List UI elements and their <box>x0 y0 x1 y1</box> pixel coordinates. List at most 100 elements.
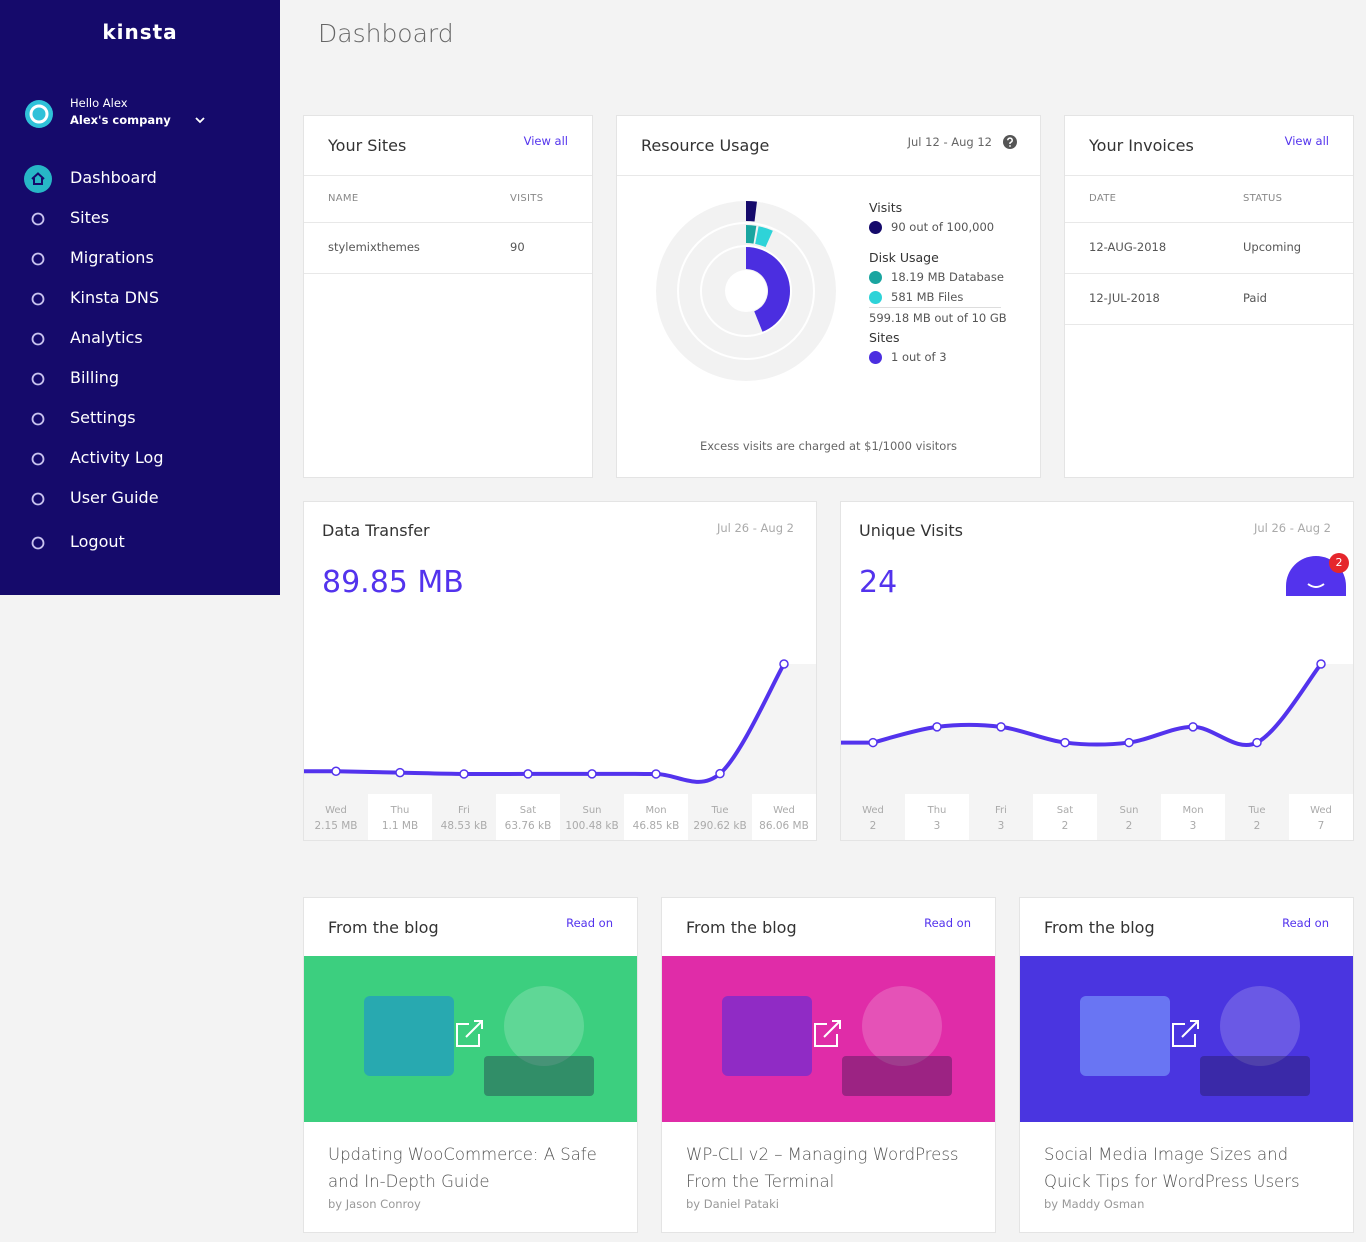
invoice-date: 12-AUG-2018 <box>1089 240 1167 254</box>
blog-title[interactable]: WP-CLI v2 – Managing WordPress From the … <box>686 1145 959 1191</box>
site-name[interactable]: stylemixthemes <box>328 240 420 254</box>
day-label: Sat <box>520 805 536 816</box>
nav-item[interactable]: Migrations <box>70 248 154 267</box>
icon-glyph <box>31 252 45 266</box>
help-icon[interactable] <box>1003 135 1017 149</box>
chart-title: Data Transfer <box>322 521 430 540</box>
day-cell <box>905 794 969 840</box>
day-cell <box>1161 794 1225 840</box>
image-shape <box>484 1056 594 1096</box>
resource-card: Resource Usage Jul 12 - Aug 12 Visits 90 … <box>616 115 1041 478</box>
day-label: Wed <box>325 805 347 816</box>
point <box>523 769 533 779</box>
chat-badge: 2 <box>1329 553 1349 573</box>
blog-card[interactable]: From the blog Read on Social Media Image S… <box>1019 897 1354 1233</box>
nav-item[interactable]: Analytics <box>70 328 143 347</box>
view-all[interactable]: View all <box>523 134 568 148</box>
icon-bg <box>24 165 52 193</box>
point <box>1316 659 1326 669</box>
company[interactable]: Alex's company <box>70 113 171 127</box>
icon-glyph <box>31 292 45 306</box>
day-cell <box>1289 794 1353 840</box>
blog-title[interactable]: Updating WooCommerce: A Safe and In-Dept… <box>328 1145 597 1191</box>
point <box>587 769 597 779</box>
chart-date-range: Jul 26 - Aug 2 <box>716 521 794 535</box>
nav-icon <box>31 492 45 506</box>
nav-item[interactable]: Activity Log <box>70 448 164 467</box>
day-label: Fri <box>995 805 1007 816</box>
note: Excess visits are charged at $1/1000 vis… <box>699 439 958 453</box>
column-header: NAME <box>328 193 359 204</box>
day-value: 2 <box>1062 820 1069 832</box>
column-header: DATE <box>1089 193 1117 204</box>
nav-item[interactable]: User Guide <box>70 488 159 507</box>
nav-item[interactable]: Dashboard <box>70 168 157 187</box>
blog-author: by Jason Conroy <box>328 1197 421 1211</box>
image-shape <box>1220 986 1300 1066</box>
nav-item[interactable]: Logout <box>70 532 125 551</box>
point <box>651 769 661 779</box>
avatar[interactable] <box>24 99 54 129</box>
blog-title[interactable]: Social Media Image Sizes and Quick Tips … <box>1044 1145 1300 1191</box>
day-label: Thu <box>927 805 947 816</box>
nav-item[interactable]: Kinsta DNS <box>70 288 160 307</box>
read-on[interactable]: Read on <box>566 916 613 930</box>
day-label: Wed <box>1310 805 1332 816</box>
invoice-status: Paid <box>1243 291 1267 305</box>
line-chart: Wed 2 Thu 3 Fri 3 Sat 2 Sun 2 Mon 3 Tue 2 Wed 7 <box>841 659 1353 840</box>
nav-icon <box>31 452 45 466</box>
day-label: Thu <box>390 805 410 816</box>
blog-heading: From the blog <box>1044 918 1155 937</box>
invoice-status: Upcoming <box>1243 240 1302 254</box>
point <box>1252 737 1262 748</box>
read-on[interactable]: Read on <box>1282 916 1329 930</box>
point <box>715 768 725 779</box>
divider <box>1065 324 1353 325</box>
nav-item[interactable]: Sites <box>70 208 110 227</box>
day-value: 1.1 MB <box>382 820 418 832</box>
nav-icon <box>31 332 45 346</box>
chevron[interactable] <box>194 116 206 126</box>
day-cell <box>368 794 432 840</box>
day-value: 86.06 MB <box>759 820 809 832</box>
usage-arc <box>746 247 791 332</box>
image-shape <box>1080 996 1170 1076</box>
image-shape <box>504 986 584 1066</box>
read-on[interactable]: Read on <box>924 916 971 930</box>
logo[interactable]: kinsta <box>102 20 178 44</box>
day-value: 48.53 kB <box>441 820 488 832</box>
chart-date-range: Jul 26 - Aug 2 <box>1253 521 1331 535</box>
day-value: 2 <box>1126 820 1133 832</box>
nav-item[interactable]: Settings <box>70 408 136 427</box>
chat-smile <box>1307 583 1325 588</box>
point <box>996 722 1006 732</box>
usage-rings <box>656 201 836 381</box>
legend-heading: Disk Usage <box>869 250 939 265</box>
usage-arc <box>755 226 773 248</box>
icon-glyph <box>31 212 45 226</box>
day-value: 2 <box>870 820 877 832</box>
day-value: 100.48 kB <box>565 820 618 832</box>
day-cell <box>624 794 688 840</box>
day-cell <box>752 794 816 840</box>
icon-glyph <box>31 452 45 466</box>
blog-card[interactable]: From the blog Read on Updating WooCommerce… <box>303 897 638 1233</box>
greeting: Hello Alex <box>70 96 128 110</box>
area-left <box>304 771 336 840</box>
day-cell <box>496 794 560 840</box>
legend-dot <box>869 351 882 364</box>
nav-icon <box>31 212 45 226</box>
divider <box>1065 273 1353 274</box>
area-left <box>841 742 873 840</box>
card-title: Your Invoices <box>1089 136 1194 155</box>
day-cell <box>1033 794 1097 840</box>
day-label: Sat <box>1057 805 1073 816</box>
image-bg <box>1020 956 1353 1122</box>
nav-item[interactable]: Billing <box>70 368 120 387</box>
point <box>1060 737 1070 748</box>
divider <box>304 175 592 176</box>
view-all[interactable]: View all <box>1284 134 1329 148</box>
divider <box>1065 175 1353 176</box>
blog-image <box>304 956 637 1122</box>
blog-card[interactable]: From the blog Read on WP-CLI v2 – Managing… <box>661 897 996 1233</box>
